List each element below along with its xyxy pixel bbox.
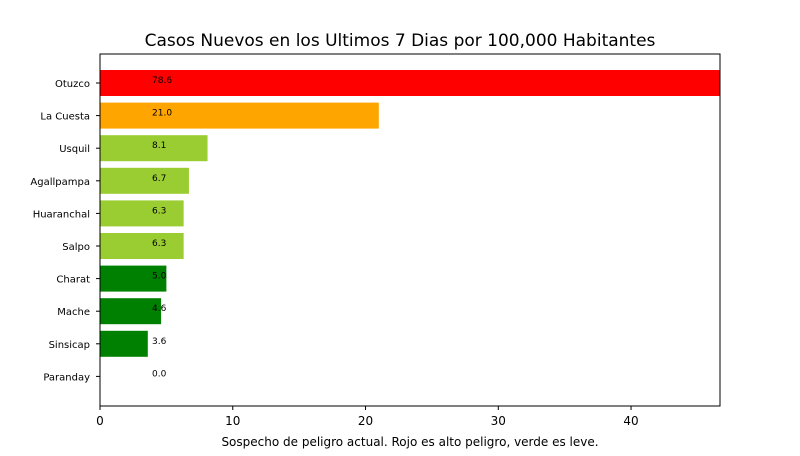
- bar-mache: [100, 298, 162, 325]
- category-label: Salpo: [62, 242, 90, 253]
- category-label: Agallpampa: [30, 177, 90, 188]
- bar-charat: [100, 265, 167, 292]
- data-label: 4.6: [152, 304, 167, 314]
- data-labels: 78.6 21.0 8.1 6.7 6.3 6.3 5.0 4.6 3.6 0.0: [152, 76, 172, 379]
- category-label: Mache: [57, 307, 90, 318]
- data-label: 21.0: [152, 109, 172, 119]
- category-labels: Otuzco La Cuesta Usquil Agallpampa Huarancha…: [30, 79, 100, 383]
- data-label: 3.6: [152, 337, 167, 347]
- data-label: 78.6: [152, 76, 172, 86]
- data-label: 6.3: [152, 239, 166, 249]
- bar-sinsicap: [100, 330, 148, 357]
- data-label: 6.3: [152, 206, 166, 216]
- x-tick-label: 30: [491, 414, 506, 428]
- bar-agallpampa: [100, 167, 189, 194]
- data-label: 5.0: [152, 272, 167, 282]
- category-label: Charat: [56, 275, 90, 286]
- bar-usquil: [100, 135, 208, 162]
- x-axis-label: Sospecho de peligro actual. Rojo es alto…: [221, 435, 598, 449]
- data-label: 8.1: [152, 141, 166, 151]
- bars-group: [100, 70, 720, 357]
- data-label: 6.7: [152, 174, 166, 184]
- bar-otuzco: [100, 70, 720, 96]
- x-tick-label: 10: [225, 414, 240, 428]
- bar-la-cuesta: [100, 102, 379, 129]
- category-label: Otuzco: [55, 79, 90, 90]
- bar-salpo: [100, 233, 184, 259]
- x-tick-label: 40: [623, 414, 638, 428]
- category-label: La Cuesta: [40, 112, 90, 123]
- category-label: Sinsicap: [49, 340, 90, 351]
- data-label: 0.0: [152, 369, 167, 379]
- category-label: Paranday: [43, 372, 90, 383]
- x-axis-ticks: 0 10 20 30 40: [96, 406, 639, 428]
- category-label: Huaranchal: [33, 209, 90, 220]
- x-tick-label: 20: [358, 414, 373, 428]
- category-label: Usquil: [59, 144, 90, 155]
- plot-frame: [99, 53, 721, 407]
- chart-title: Casos Nuevos en los Ultimos 7 Dias por 1…: [145, 31, 656, 51]
- bar-huaranchal: [100, 200, 184, 227]
- x-tick-label: 0: [96, 414, 104, 428]
